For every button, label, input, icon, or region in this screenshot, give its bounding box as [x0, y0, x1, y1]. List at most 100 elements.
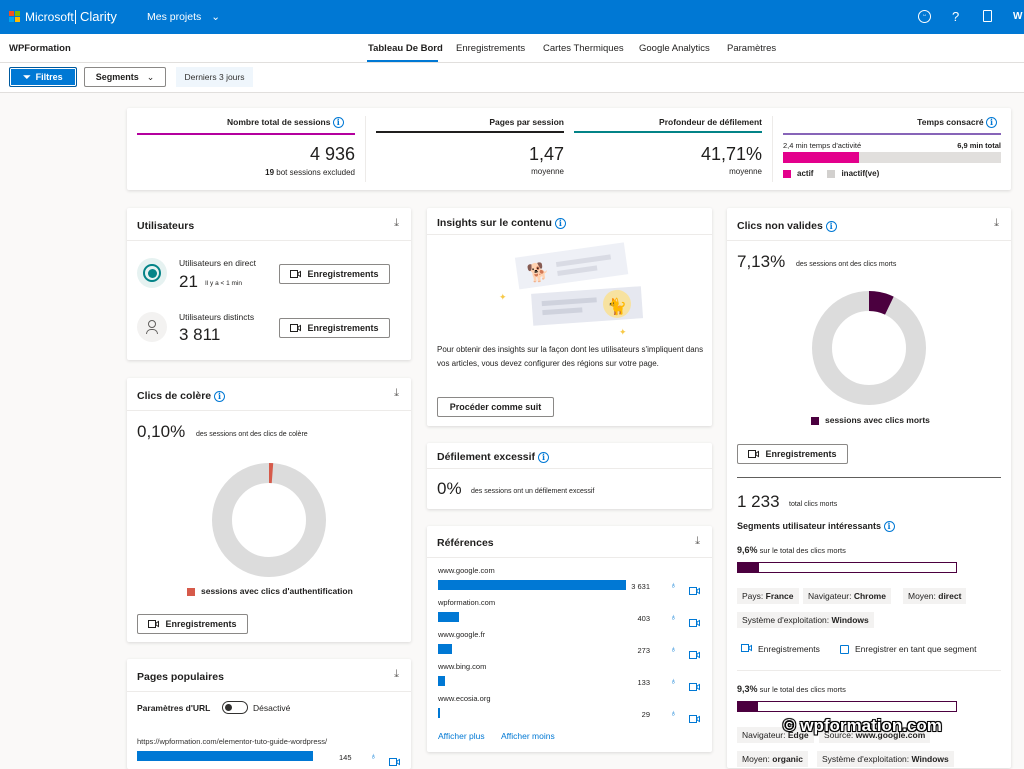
segment-1-recordings-link[interactable]: Enregistrements	[741, 644, 820, 654]
reference-bar	[438, 580, 626, 590]
segments-label: Segments	[95, 72, 139, 82]
distinct-recordings-button[interactable]: Enregistrements	[279, 318, 390, 338]
insights-proceed-button[interactable]: Procéder comme suit	[437, 397, 554, 417]
segment-1-save-link[interactable]: Enregistrer en tant que segment	[840, 644, 976, 654]
reference-domain[interactable]: www.google.com	[438, 566, 495, 575]
sub-nav: WPFormation Tableau De Bord Enregistreme…	[0, 34, 1024, 63]
top-bar: Microsoft Clarity Mes projets ⌄ ᵕ ? W	[0, 0, 1024, 34]
info-icon[interactable]: i	[883, 521, 895, 533]
document-icon[interactable]	[983, 10, 992, 22]
info-icon[interactable]: i	[825, 220, 837, 232]
sessions-underline	[137, 133, 355, 135]
download-icon[interactable]: ⤓	[695, 535, 700, 547]
heatmap-icon[interactable]: ♁	[670, 580, 677, 590]
svg-text:🐈: 🐈	[607, 296, 628, 316]
distinct-users-label: Utilisateurs distincts	[179, 312, 255, 322]
heatmap-icon[interactable]: ♁	[670, 644, 677, 654]
insights-text: Pour obtenir des insights sur la façon d…	[437, 345, 704, 368]
info-icon[interactable]: i	[986, 117, 997, 129]
user-initial[interactable]: W	[1013, 11, 1023, 22]
dead-recordings-button[interactable]: Enregistrements	[737, 444, 848, 464]
reference-count: 273	[637, 646, 650, 655]
sessions-title: Nombre total de sessions i	[227, 117, 344, 129]
tab-recordings[interactable]: Enregistrements	[456, 43, 526, 54]
tab-google-analytics[interactable]: Google Analytics	[639, 43, 710, 54]
live-users-label: Utilisateurs en direct	[179, 258, 257, 268]
tab-settings[interactable]: Paramètres	[727, 43, 777, 54]
camera-icon[interactable]	[689, 678, 700, 696]
segment-2-tag-os: Système d'exploitation: Windows	[817, 751, 954, 767]
reference-domain[interactable]: www.ecosia.org	[438, 694, 491, 703]
smiley-icon[interactable]: ᵕ	[918, 10, 931, 23]
brand-company: Microsoft	[25, 10, 74, 24]
period-chip[interactable]: Derniers 3 jours	[176, 67, 253, 87]
popular-pages-card: Pages populaires ⤓ Paramètres d'URL Désa…	[127, 659, 411, 769]
time-total-label: 6,9 min total	[957, 141, 1001, 150]
url-params-toggle[interactable]	[222, 701, 248, 714]
live-users-value: 21	[179, 272, 198, 291]
segment-1-tag-os: Système d'exploitation: Windows	[737, 612, 874, 628]
segments-title: Segments utilisateur intéressants i	[737, 521, 895, 533]
donut-track	[812, 291, 926, 405]
reference-bar	[438, 612, 459, 622]
download-icon[interactable]: ⤓	[394, 387, 399, 399]
download-icon[interactable]: ⤓	[394, 668, 399, 680]
donut-segment	[212, 463, 326, 577]
rage-recordings-button[interactable]: Enregistrements	[137, 614, 248, 634]
segments-button[interactable]: Segments ⌄	[84, 67, 166, 87]
info-icon[interactable]: i	[332, 117, 344, 129]
segment-2-bar-fill	[738, 702, 759, 711]
reference-domain[interactable]: wpformation.com	[438, 598, 496, 607]
camera-icon[interactable]	[389, 753, 400, 769]
popular-row-url[interactable]: https://wpformation.com/elementor-tuto-g…	[137, 737, 328, 746]
heatmap-icon[interactable]: ♁	[670, 676, 677, 686]
show-more-link[interactable]: Afficher plus	[438, 731, 485, 741]
save-icon	[840, 644, 849, 654]
segment-1-bar	[737, 562, 957, 573]
download-icon[interactable]: ⤓	[394, 217, 399, 229]
reference-count: 29	[641, 710, 650, 719]
divider	[772, 116, 773, 182]
camera-icon[interactable]	[689, 710, 700, 728]
microsoft-logo-icon	[9, 11, 21, 23]
time-active-label: 2,4 min temps d'activité	[783, 141, 862, 150]
filters-button[interactable]: ⏷ Filtres	[9, 67, 77, 87]
card-divider	[727, 240, 1011, 241]
reference-domain[interactable]: www.google.fr	[438, 630, 486, 639]
card-divider	[427, 557, 712, 558]
user-avatar-icon	[137, 312, 167, 342]
legend-active: actif	[797, 169, 814, 178]
project-name: WPFormation	[9, 43, 71, 54]
stats-card: Nombre total de sessions i 4 936 19 bot …	[127, 108, 1011, 190]
heatmap-icon[interactable]: ♁	[670, 708, 677, 718]
reference-bar	[438, 644, 453, 654]
popular-row-count: 145	[339, 753, 352, 762]
info-icon[interactable]: i	[554, 217, 566, 229]
camera-icon[interactable]	[689, 646, 700, 664]
show-less-link[interactable]: Afficher moins	[501, 731, 555, 741]
donut-track	[212, 463, 326, 577]
insights-card: Insights sur le contenu i 🐕 🐈 ✦ ✦ Pour ob…	[427, 208, 712, 426]
insights-illustration: 🐕 🐈 ✦ ✦	[499, 242, 644, 337]
tab-dashboard[interactable]: Tableau De Bord	[368, 43, 443, 54]
segment-2-bar	[737, 701, 957, 712]
excess-pct: 0%	[437, 479, 462, 498]
sessions-value: 4 936	[309, 144, 355, 164]
info-icon[interactable]: i	[214, 390, 226, 402]
heatmap-icon[interactable]: ♁	[370, 751, 377, 761]
reference-domain[interactable]: www.bing.com	[438, 662, 487, 671]
live-recordings-button[interactable]: Enregistrements	[279, 264, 390, 284]
camera-icon[interactable]	[689, 614, 700, 632]
scroll-title: Profondeur de défilement	[659, 117, 762, 127]
dead-pct: 7,13%	[737, 252, 786, 271]
projects-menu[interactable]: Mes projets ⌄	[147, 11, 220, 23]
camera-icon[interactable]	[689, 582, 700, 600]
help-icon[interactable]: ?	[952, 9, 960, 24]
rage-donut	[212, 463, 326, 577]
brand-divider	[75, 10, 76, 24]
heatmap-icon[interactable]: ♁	[670, 612, 677, 622]
download-icon[interactable]: ⤓	[994, 217, 999, 229]
tab-heatmaps[interactable]: Cartes Thermiques	[543, 43, 624, 54]
info-icon[interactable]: i	[537, 451, 549, 463]
segment-2-tag-medium: Moyen: organic	[737, 751, 808, 767]
